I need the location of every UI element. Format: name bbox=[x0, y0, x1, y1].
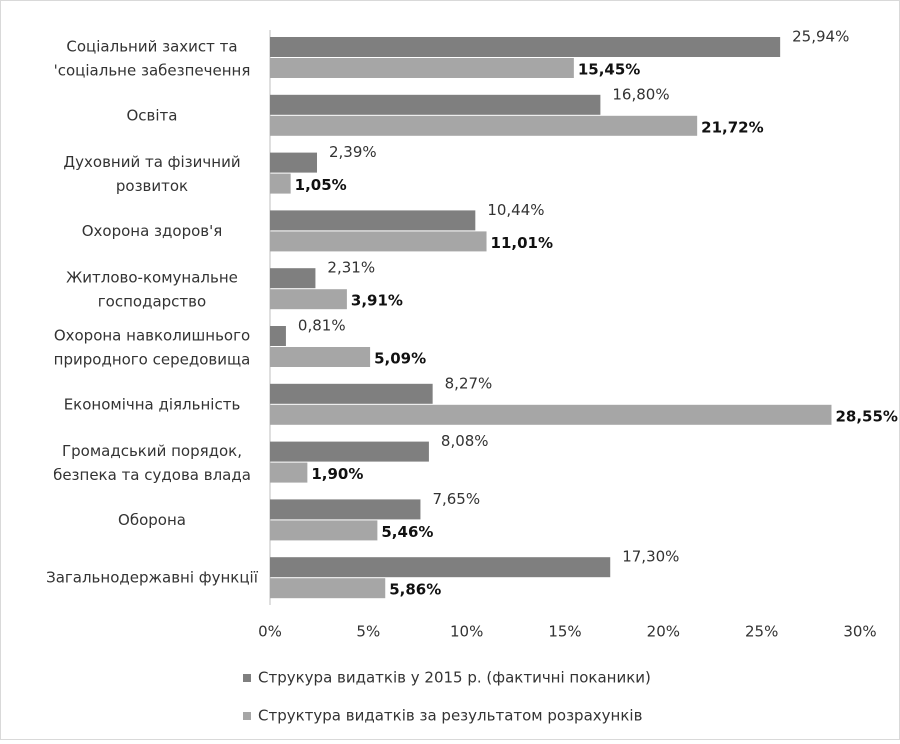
y-tick-label: Житлово-комунальне bbox=[66, 269, 238, 287]
y-tick-label: 'соціальне забезпечення bbox=[54, 62, 251, 80]
bar bbox=[270, 115, 698, 136]
x-tick-label: 20% bbox=[647, 623, 680, 641]
data-label: 5,86% bbox=[389, 581, 441, 599]
data-label: 21,72% bbox=[701, 118, 763, 136]
y-tick-label: Духовний та фізичний bbox=[63, 153, 240, 171]
data-label: 0,81% bbox=[298, 317, 346, 335]
data-label: 1,90% bbox=[311, 465, 363, 483]
y-tick-label: Охорона навколишнього bbox=[54, 327, 250, 345]
data-label: 10,44% bbox=[487, 201, 544, 219]
bar bbox=[270, 210, 476, 231]
x-tick-label: 0% bbox=[258, 623, 282, 641]
data-label: 8,08% bbox=[441, 432, 489, 450]
y-tick-label: Громадський порядок, bbox=[62, 442, 242, 460]
data-label: 2,31% bbox=[327, 259, 375, 277]
data-label: 2,39% bbox=[329, 143, 377, 161]
x-tick-label: 30% bbox=[843, 623, 876, 641]
bar bbox=[270, 268, 316, 289]
data-label: 25,94% bbox=[792, 28, 849, 46]
y-tick-label: Охорона здоров'я bbox=[82, 222, 223, 240]
data-label: 15,45% bbox=[578, 61, 640, 79]
legend-label: Струкура видатків у 2015 р. (фактичні по… bbox=[258, 669, 651, 687]
legend-swatch bbox=[243, 712, 251, 720]
bar bbox=[270, 347, 371, 367]
bar bbox=[270, 231, 487, 252]
bar bbox=[270, 383, 433, 404]
bar bbox=[270, 37, 781, 57]
y-tick-label: безпека та судова влада bbox=[53, 466, 251, 484]
bar bbox=[270, 58, 574, 78]
data-label: 7,65% bbox=[432, 490, 480, 508]
y-tick-label: Економічна діяльність bbox=[64, 395, 241, 413]
data-label: 5,09% bbox=[374, 350, 426, 368]
bar bbox=[270, 462, 308, 483]
y-tick-label: природного середовища bbox=[54, 351, 251, 369]
data-label: 5,46% bbox=[381, 523, 433, 541]
bar bbox=[270, 404, 832, 425]
data-label: 1,05% bbox=[295, 176, 347, 194]
bar bbox=[270, 557, 611, 578]
legend-label: Структура видатків за результатом розрах… bbox=[258, 707, 642, 725]
data-label: 3,91% bbox=[351, 292, 403, 310]
y-tick-label: Загальнодержавні функції bbox=[46, 569, 259, 587]
data-label: 17,30% bbox=[622, 548, 679, 566]
bar bbox=[270, 520, 378, 541]
bar bbox=[270, 94, 601, 115]
data-label: 28,55% bbox=[835, 407, 897, 425]
bar bbox=[270, 289, 347, 310]
y-tick-label: господарство bbox=[98, 293, 206, 311]
bar bbox=[270, 152, 318, 173]
legend-swatch bbox=[243, 674, 251, 682]
y-tick-label: Соціальний захист та bbox=[66, 38, 237, 56]
data-label: 8,27% bbox=[445, 374, 493, 392]
data-label: 11,01% bbox=[491, 234, 553, 252]
x-tick-label: 15% bbox=[548, 623, 581, 641]
bar bbox=[270, 326, 286, 346]
y-tick-label: розвиток bbox=[116, 177, 188, 195]
bar bbox=[270, 441, 429, 462]
y-tick-label: Освіта bbox=[127, 106, 178, 124]
bar bbox=[270, 499, 421, 520]
bar bbox=[270, 173, 291, 194]
x-tick-label: 5% bbox=[356, 623, 380, 641]
bar bbox=[270, 578, 386, 599]
data-label: 16,80% bbox=[612, 85, 669, 103]
y-tick-label: Оборона bbox=[118, 511, 186, 529]
x-tick-label: 10% bbox=[450, 623, 483, 641]
x-tick-label: 25% bbox=[745, 623, 778, 641]
